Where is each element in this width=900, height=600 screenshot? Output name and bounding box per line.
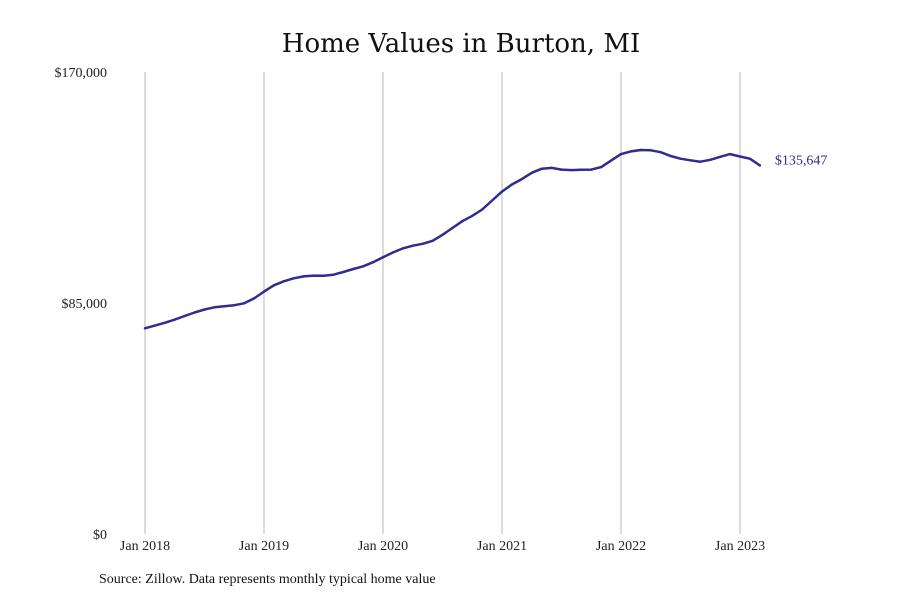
data-point bbox=[332, 273, 335, 276]
data-point bbox=[421, 242, 424, 245]
y-axis-tick-labels: $0 $85,000 $170,000 bbox=[55, 66, 108, 543]
data-point bbox=[550, 166, 553, 170]
data-point bbox=[490, 199, 494, 202]
data-point bbox=[530, 171, 533, 175]
data-point bbox=[728, 152, 732, 156]
data-point bbox=[173, 318, 176, 321]
data-point bbox=[590, 168, 593, 171]
chart-title: Home Values in Burton, MI bbox=[282, 29, 640, 59]
data-point bbox=[213, 306, 216, 309]
data-point bbox=[689, 159, 692, 162]
data-point bbox=[371, 261, 375, 264]
data-point bbox=[203, 308, 206, 311]
data-point bbox=[322, 274, 325, 278]
data-point bbox=[570, 168, 573, 172]
data-point bbox=[748, 157, 752, 160]
series-line-0 bbox=[143, 148, 762, 330]
data-point bbox=[619, 152, 623, 156]
data-point bbox=[272, 284, 276, 287]
data-point bbox=[312, 274, 315, 277]
data-point bbox=[580, 168, 583, 172]
data-point bbox=[233, 303, 236, 307]
x-tick-label: Jan 2020 bbox=[358, 539, 408, 554]
data-point bbox=[659, 150, 662, 154]
data-point bbox=[153, 324, 157, 327]
y-tick-label: $170,000 bbox=[55, 66, 108, 81]
data-point bbox=[500, 190, 504, 193]
data-point bbox=[738, 155, 742, 158]
data-point bbox=[431, 239, 434, 242]
data-point bbox=[282, 280, 286, 283]
data-point bbox=[193, 311, 196, 314]
data-point bbox=[391, 251, 395, 254]
data-point bbox=[709, 158, 712, 161]
data-point bbox=[252, 297, 256, 300]
data-point bbox=[451, 226, 454, 230]
data-point bbox=[679, 157, 682, 160]
data-point bbox=[352, 267, 355, 271]
data-point bbox=[649, 149, 652, 152]
data-point bbox=[292, 277, 295, 280]
data-point bbox=[361, 265, 365, 268]
source-note: Source: Zillow. Data represents monthly … bbox=[99, 572, 436, 587]
data-point bbox=[262, 290, 266, 293]
data-point bbox=[718, 155, 722, 158]
x-tick-label: Jan 2021 bbox=[477, 539, 527, 554]
data-point bbox=[242, 302, 246, 305]
data-point bbox=[510, 183, 514, 186]
data-point bbox=[639, 148, 643, 152]
end-value-label: $135,647 bbox=[775, 153, 828, 168]
x-tick-label: Jan 2022 bbox=[596, 539, 646, 554]
x-tick-label: Jan 2019 bbox=[239, 539, 289, 554]
data-point bbox=[758, 164, 762, 167]
data-point bbox=[629, 150, 633, 153]
x-tick-label: Jan 2018 bbox=[120, 539, 170, 554]
data-point bbox=[163, 321, 167, 325]
data-point bbox=[183, 314, 186, 318]
data-point bbox=[381, 256, 385, 259]
data-point bbox=[669, 154, 672, 158]
data-point bbox=[441, 233, 444, 236]
data-point bbox=[609, 159, 613, 162]
data-point bbox=[599, 165, 603, 169]
data-point bbox=[401, 247, 405, 250]
data-point bbox=[411, 244, 414, 247]
data-point bbox=[480, 208, 484, 211]
data-point bbox=[143, 327, 147, 330]
data-point bbox=[302, 275, 305, 278]
data-point bbox=[342, 270, 345, 274]
data-point bbox=[540, 167, 543, 170]
data-point bbox=[223, 305, 226, 308]
data-point bbox=[520, 177, 524, 181]
gridlines bbox=[144, 72, 741, 534]
x-tick-label: Jan 2023 bbox=[715, 539, 765, 554]
y-tick-label: $85,000 bbox=[62, 297, 108, 312]
series-layer bbox=[143, 148, 762, 330]
data-point bbox=[461, 219, 464, 223]
data-point bbox=[560, 168, 563, 171]
x-axis-tick-labels: Jan 2018 Jan 2019 Jan 2020 Jan 2021 Jan 2022… bbox=[120, 539, 765, 554]
data-point bbox=[471, 214, 474, 217]
y-tick-label: $0 bbox=[93, 528, 107, 543]
data-point bbox=[699, 160, 702, 163]
